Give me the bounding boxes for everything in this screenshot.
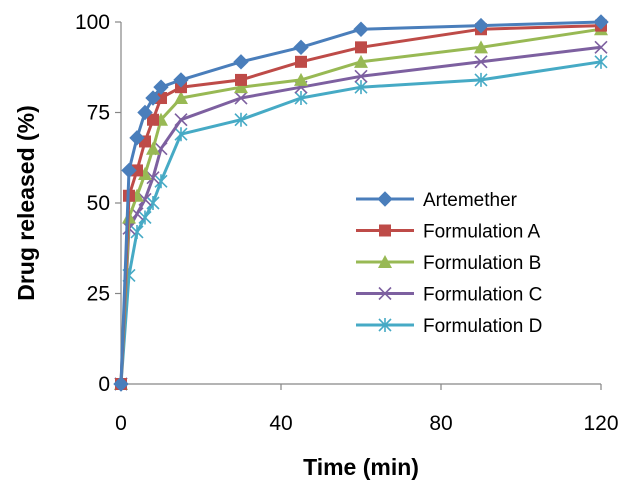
data-point [235,73,247,86]
legend-label: Artemether [423,190,518,211]
data-point [473,17,489,34]
series-formulation-c [114,40,608,391]
legend-marker [378,318,392,332]
y-axis-title: Drug released (%) [13,105,39,301]
data-point [138,167,152,181]
data-point [174,91,188,105]
legend-marker [378,286,392,301]
data-point [138,210,152,225]
x-tick-label: 80 [429,412,452,435]
legend-entry: Formulation D [356,316,542,337]
legend-entry: Formulation A [356,222,541,243]
data-point [146,171,160,185]
y-tick-label: 75 [87,102,110,125]
legend-entry: Formulation B [356,253,541,274]
legend-entry: Formulation C [356,285,542,306]
data-point [474,40,488,54]
legend-entry: Artemether [356,190,518,211]
series-artemether [113,14,609,392]
data-point [113,376,129,392]
data-point [137,104,153,121]
data-point [354,69,368,83]
data-point [153,79,169,95]
data-point [147,113,159,126]
legend-label: Formulation B [423,253,541,274]
data-point [146,141,160,155]
legend-marker [378,255,392,268]
legend-marker [377,191,393,207]
data-point [234,112,248,127]
data-point [145,90,161,106]
data-point [130,224,144,239]
legend-label: Formulation D [423,316,542,337]
data-point [174,127,188,142]
y-tick-label: 25 [87,283,110,306]
data-point [154,174,168,189]
legend-marker [379,224,391,237]
data-point [173,72,189,88]
data-point [295,55,307,68]
data-point [474,72,488,87]
x-tick-label: 120 [583,412,618,435]
series-line [119,60,602,385]
data-point [233,54,249,70]
data-point [474,55,488,69]
x-tick-label: 40 [269,412,292,435]
data-point [174,113,188,127]
data-point [121,162,137,179]
data-point [354,54,368,68]
data-point [138,192,152,206]
data-point [293,39,309,56]
data-point [234,80,248,94]
data-point [234,91,248,105]
data-point [294,72,308,86]
legend: Artemether Formulation A Formulation B Form… [356,190,542,337]
data-point [146,196,160,210]
y-tick-label: 50 [87,192,110,215]
data-point [129,130,145,146]
series-lines [113,14,609,392]
y-tick-label: 100 [75,11,110,34]
y-tick-label: 0 [98,373,110,396]
data-point [155,92,167,105]
data-point [131,164,143,177]
axes: 0 25 50 75 100 0 40 80 120 [75,11,619,435]
x-axis-title: Time (min) [303,454,419,480]
data-point [594,40,608,54]
data-point [354,80,368,95]
data-point [294,91,308,106]
x-tick-label: 0 [115,412,127,435]
legend-label: Formulation A [423,222,541,243]
data-point [594,54,608,69]
data-point [353,21,369,37]
data-point [355,41,367,54]
legend-label: Formulation C [423,285,542,306]
data-point [593,14,609,30]
